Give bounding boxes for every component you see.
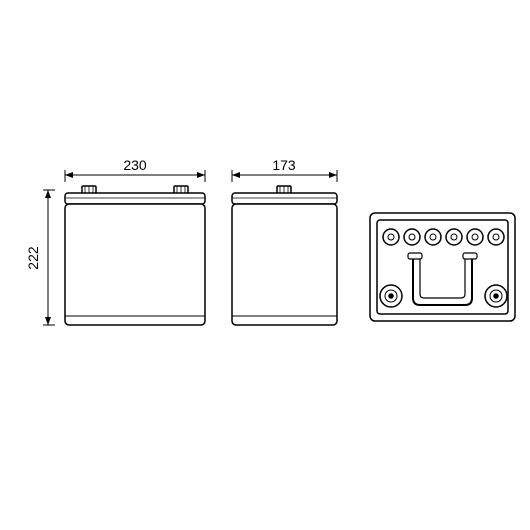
dimension-depth: 173	[232, 157, 337, 182]
top-terminal-left	[380, 285, 402, 307]
battery-front-view	[65, 186, 205, 325]
dimension-depth-label: 173	[272, 157, 296, 173]
top-terminal-right	[485, 285, 507, 307]
dimension-height-label: 222	[25, 246, 41, 270]
battery-technical-drawing: 230 173 222	[0, 0, 530, 530]
dimension-height: 222	[25, 190, 55, 325]
dimension-width-label: 230	[123, 157, 147, 173]
battery-top-view	[370, 213, 515, 321]
dimension-width: 230	[65, 157, 205, 182]
battery-side-view	[232, 186, 337, 325]
